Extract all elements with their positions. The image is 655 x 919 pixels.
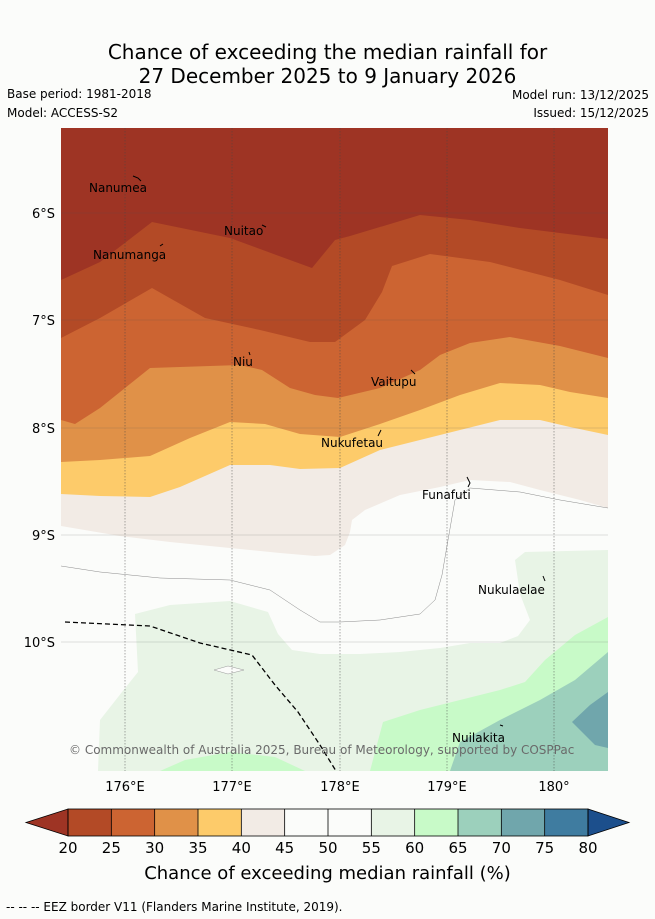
lon-label: 179°E	[427, 780, 467, 795]
colorbar-segment	[198, 809, 242, 836]
colorbar-tick-label: 25	[102, 839, 121, 857]
colorbar-tick-label: 55	[362, 839, 381, 857]
place-label: Nukulaelae	[478, 583, 545, 597]
longitude-labels: 176°E 177°E 178°E 179°E 180°	[105, 780, 569, 795]
colorbar-segment	[241, 809, 286, 836]
colorbar: 20 25 30 35 40 45 50 55 60 65 70 75 80	[24, 808, 631, 857]
place-label: Niu	[233, 355, 253, 369]
lat-label: 6°S	[32, 207, 55, 222]
band-55-60	[98, 550, 608, 771]
issued-date: Issued: 15/12/2025	[533, 106, 649, 120]
island-shape-nukulaelae	[542, 575, 546, 582]
map-title: Chance of exceeding the median rainfall …	[0, 40, 655, 88]
island-shape-funafuti	[466, 476, 471, 488]
place-label: Nuitao	[224, 224, 263, 238]
colorbar-segment	[544, 809, 589, 836]
colorbar-tick-label: 50	[318, 839, 337, 857]
lat-label: 10°S	[24, 636, 55, 651]
meridians	[124, 128, 555, 771]
rainfall-map	[61, 128, 608, 771]
band-35-40	[61, 337, 608, 771]
island-shape-nuitao	[261, 224, 267, 228]
small-contour-island	[213, 665, 245, 675]
band-70-75	[572, 692, 608, 748]
island-outlines	[132, 175, 546, 727]
colorbar-tick-label: 75	[535, 839, 554, 857]
colorbar-extend-high	[587, 808, 631, 837]
colorbar-tick-label: 20	[58, 839, 77, 857]
colorbar-tick-label: 40	[232, 839, 251, 857]
parallels	[61, 212, 608, 643]
place-label: Nukufetau	[321, 436, 383, 450]
place-label: Nuilakita	[452, 731, 505, 745]
model-run-date: Model run: 13/12/2025	[511, 88, 649, 102]
copyright-notice: © Commonwealth of Australia 2025, Bureau…	[69, 743, 574, 757]
band-60-65	[370, 617, 608, 771]
colorbar-title: Chance of exceeding median rainfall (%)	[144, 863, 511, 884]
island-shape-nukufetau	[377, 429, 382, 437]
colorbar-segment	[68, 809, 112, 836]
title-line-1: Chance of exceeding the median rainfall …	[107, 40, 548, 64]
place-label: Funafuti	[422, 488, 471, 502]
colorbar-segment	[328, 809, 372, 836]
place-label: Nanumea	[89, 181, 147, 195]
colorbar-tick-label: 70	[492, 839, 511, 857]
lon-label: 178°E	[320, 780, 360, 795]
eez-border	[64, 621, 337, 772]
colorbar-segment	[111, 809, 156, 836]
title-line-2: 27 December 2025 to 9 January 2026	[138, 64, 517, 88]
island-shape-nuilakita	[499, 724, 504, 727]
colorbar-frame	[67, 808, 589, 837]
colorbar-segment	[284, 809, 329, 836]
graticule	[61, 128, 608, 771]
band-60-65-south	[160, 752, 305, 771]
colorbar-segment	[371, 809, 416, 836]
place-label: Nanumanga	[93, 248, 166, 262]
lon-label: 180°	[538, 780, 569, 795]
band-25-30	[61, 215, 608, 771]
band-30-35	[61, 254, 608, 771]
eez-legend-note: -- -- -- EEZ border V11 (Flanders Marine…	[6, 900, 343, 914]
latitude-labels: 6°S 7°S 8°S 9°S 10°S	[24, 207, 55, 651]
contour-lines	[61, 487, 608, 623]
lon-label: 177°E	[212, 780, 252, 795]
band-20-25	[61, 128, 608, 771]
colorbar-segment	[414, 809, 459, 836]
colorbar-tick-label: 35	[188, 839, 207, 857]
place-labels: Nanumea Nuitao Nanumanga Niu Vaitupu Nuk…	[89, 181, 545, 745]
lat-label: 8°S	[32, 422, 55, 437]
model-name: Model: ACCESS-S2	[7, 106, 119, 120]
lat-label: 9°S	[32, 529, 55, 544]
colorbar-tick-label: 60	[405, 839, 424, 857]
place-label: Vaitupu	[371, 375, 417, 389]
island-shape-nanumanga	[159, 243, 164, 247]
island-shape-nanumea	[132, 175, 142, 182]
colorbar-segment	[501, 809, 546, 836]
island-shape-vaitupu	[410, 369, 416, 375]
colorbar-extend-low	[24, 808, 69, 837]
colorbar-tick-label: 30	[145, 839, 164, 857]
band-40-45	[61, 383, 608, 771]
base-period: Base period: 1981-2018	[7, 87, 152, 101]
lon-label: 176°E	[105, 780, 145, 795]
colorbar-segment	[154, 809, 199, 836]
colorbar-tick-label: 65	[448, 839, 467, 857]
lat-label: 7°S	[32, 314, 55, 329]
band-45-50	[61, 420, 608, 771]
band-65-70	[450, 652, 608, 771]
colorbar-tick-label: 45	[275, 839, 294, 857]
colorbar-segment	[458, 809, 502, 836]
band-50-60	[61, 480, 608, 771]
colorbar-tick-label: 80	[578, 839, 597, 857]
island-shape-niu	[248, 351, 251, 356]
